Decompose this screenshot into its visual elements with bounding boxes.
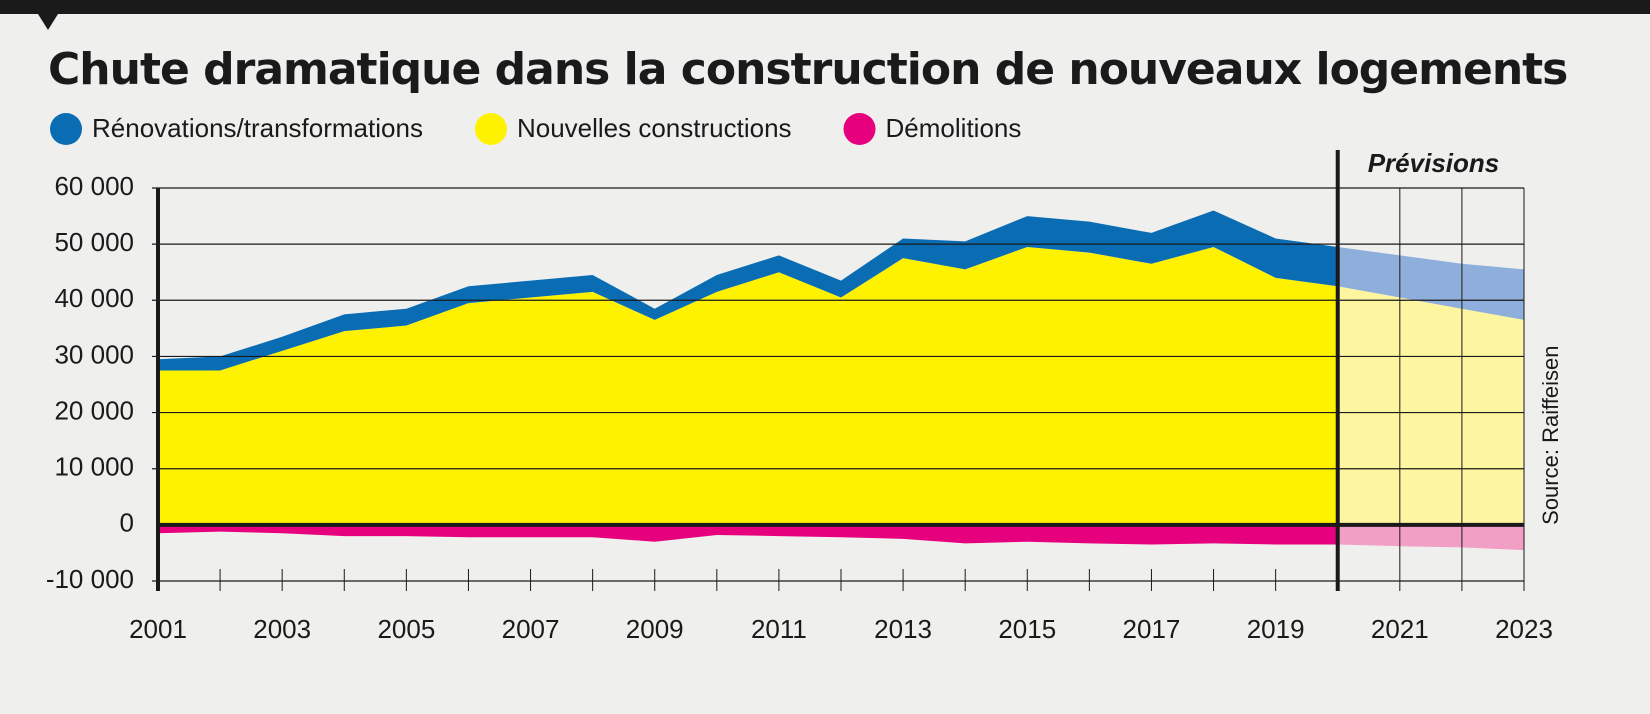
x-tick-label: 2001 [129,614,187,644]
legend-label: Rénovations/transformations [92,113,423,143]
y-tick-label: 30 000 [54,339,134,369]
area [158,210,1338,371]
area [1337,524,1524,551]
area [1337,246,1524,320]
area [158,524,1338,545]
x-tick-label: 2019 [1247,614,1305,644]
x-tick-label: 2015 [998,614,1056,644]
x-tick-label: 2003 [253,614,311,644]
forecast-label: Prévisions [1368,148,1500,178]
y-tick-label: 40 000 [54,283,134,313]
source: Source: Raiffeisen [1538,345,1563,524]
legend-swatch [50,113,82,145]
x-tick-label: 2009 [626,614,684,644]
legend-label: Démolitions [886,113,1022,143]
x-tick-label: 2013 [874,614,932,644]
area [158,246,1338,525]
top-bar [0,0,1650,14]
chart-title: Chute dramatique dans la construction de… [48,44,1567,95]
legend-swatch [843,113,876,145]
y-tick-label: 20 000 [54,395,134,425]
x-tick-label: 2007 [502,614,560,644]
top-marker [38,14,58,30]
y-tick-label: 60 000 [54,171,134,201]
x-tick-label: 2017 [1123,614,1181,644]
y-tick-label: 10 000 [54,452,134,482]
x-tick-label: 2023 [1495,614,1553,644]
x-tick-label: 2005 [377,614,435,644]
x-tick-label: 2011 [751,614,807,644]
x-tick-label: 2021 [1371,614,1429,644]
y-tick-label: 0 [120,508,134,538]
y-tick-label: 50 000 [54,227,134,257]
legend-swatch [474,113,507,145]
y-tick-label: -10 000 [46,564,134,594]
area [1337,286,1524,525]
legend-label: Nouvelles constructions [517,113,792,143]
